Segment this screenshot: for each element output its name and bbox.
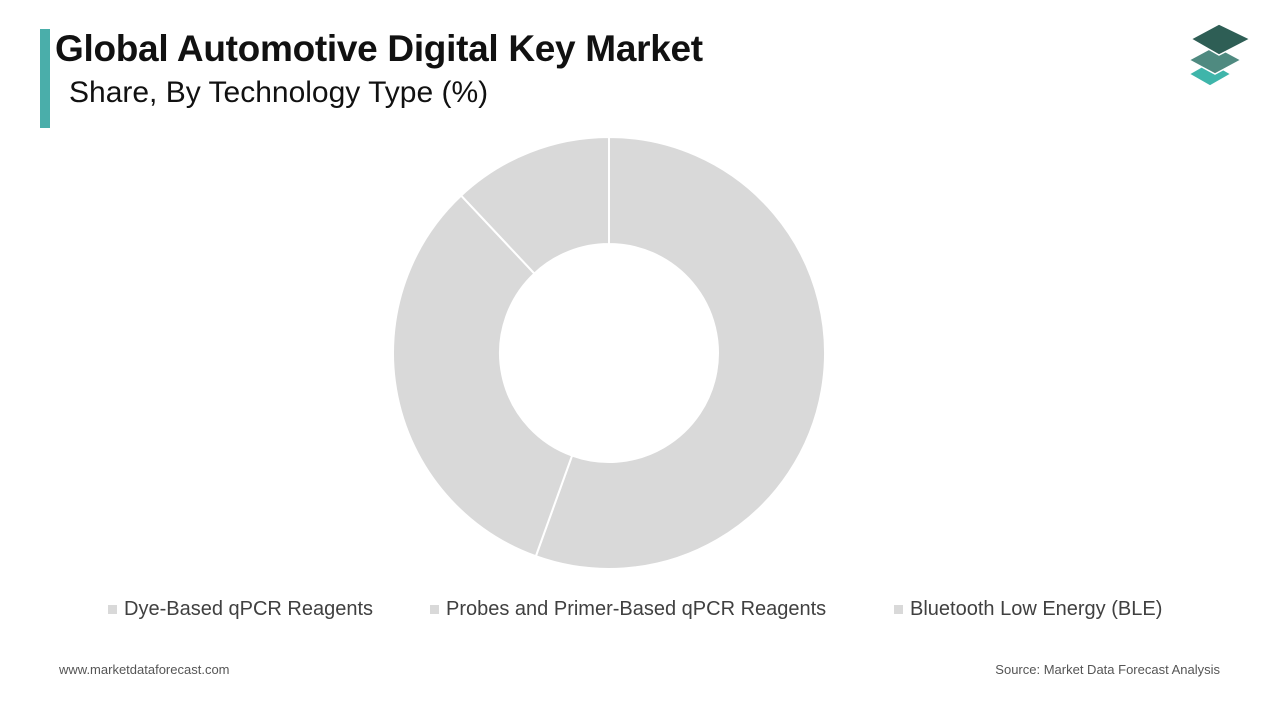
page-subtitle: Share, By Technology Type (%): [69, 76, 489, 109]
chart-legend: Dye-Based qPCR Reagents Probes and Primer…: [0, 596, 1280, 622]
legend-item-1: Dye-Based qPCR Reagents: [108, 596, 373, 622]
footer-website: www.marketdataforecast.com: [59, 662, 230, 677]
legend-swatch: [108, 604, 117, 614]
legend-label: Probes and Primer-Based qPCR Reagents: [446, 597, 827, 620]
legend-item-3: Bluetooth Low Energy (BLE): [894, 596, 1162, 622]
legend-label: Bluetooth Low Energy (BLE): [910, 597, 1163, 620]
legend-swatch: [894, 604, 903, 614]
legend-swatch: [430, 604, 439, 614]
donut-slice-1: [534, 135, 826, 570]
title-accent-bar: [40, 29, 50, 128]
donut-slice-2: [392, 194, 574, 558]
stacked-layers-icon: [1187, 23, 1252, 87]
legend-label: Dye-Based qPCR Reagents: [124, 597, 374, 620]
page-title: Global Automotive Digital Key Market: [55, 28, 703, 69]
donut-slice-3: [459, 135, 610, 275]
logo-layer-top: [1189, 23, 1252, 56]
legend-item-2: Probes and Primer-Based qPCR Reagents: [430, 596, 826, 622]
logo-layer-middle: [1187, 45, 1243, 75]
footer-source: Source: Market Data Forecast Analysis: [995, 662, 1220, 677]
